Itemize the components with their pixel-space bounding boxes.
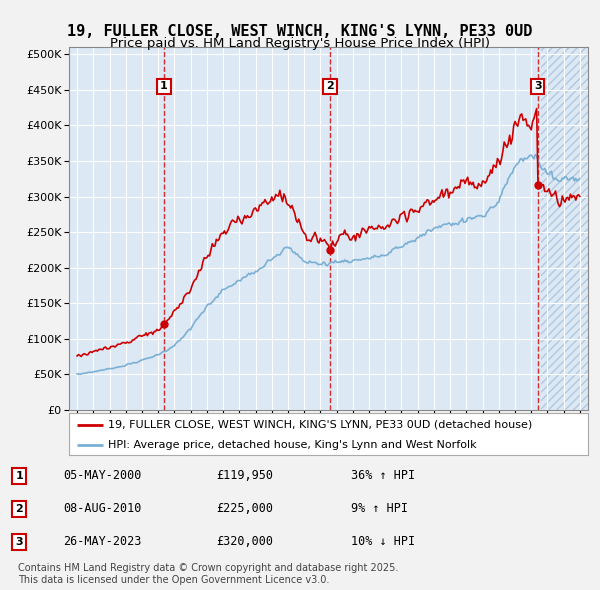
- Text: Contains HM Land Registry data © Crown copyright and database right 2025.
This d: Contains HM Land Registry data © Crown c…: [18, 563, 398, 585]
- Text: £119,950: £119,950: [216, 469, 273, 483]
- Text: 1: 1: [16, 471, 23, 481]
- Text: 2: 2: [326, 81, 334, 91]
- Text: 08-AUG-2010: 08-AUG-2010: [63, 502, 142, 516]
- Text: HPI: Average price, detached house, King's Lynn and West Norfolk: HPI: Average price, detached house, King…: [108, 440, 476, 450]
- Text: 19, FULLER CLOSE, WEST WINCH, KING'S LYNN, PE33 0UD: 19, FULLER CLOSE, WEST WINCH, KING'S LYN…: [67, 24, 533, 38]
- Text: 10% ↓ HPI: 10% ↓ HPI: [351, 535, 415, 549]
- Text: 26-MAY-2023: 26-MAY-2023: [63, 535, 142, 549]
- Text: 2: 2: [16, 504, 23, 514]
- Text: 9% ↑ HPI: 9% ↑ HPI: [351, 502, 408, 516]
- Text: 3: 3: [16, 537, 23, 547]
- Text: 05-MAY-2000: 05-MAY-2000: [63, 469, 142, 483]
- Text: 3: 3: [534, 81, 542, 91]
- Text: 19, FULLER CLOSE, WEST WINCH, KING'S LYNN, PE33 0UD (detached house): 19, FULLER CLOSE, WEST WINCH, KING'S LYN…: [108, 420, 532, 430]
- Text: Price paid vs. HM Land Registry's House Price Index (HPI): Price paid vs. HM Land Registry's House …: [110, 37, 490, 50]
- Text: £320,000: £320,000: [216, 535, 273, 549]
- Text: 36% ↑ HPI: 36% ↑ HPI: [351, 469, 415, 483]
- Text: £225,000: £225,000: [216, 502, 273, 516]
- Bar: [541, 47, 588, 410]
- Text: 1: 1: [160, 81, 168, 91]
